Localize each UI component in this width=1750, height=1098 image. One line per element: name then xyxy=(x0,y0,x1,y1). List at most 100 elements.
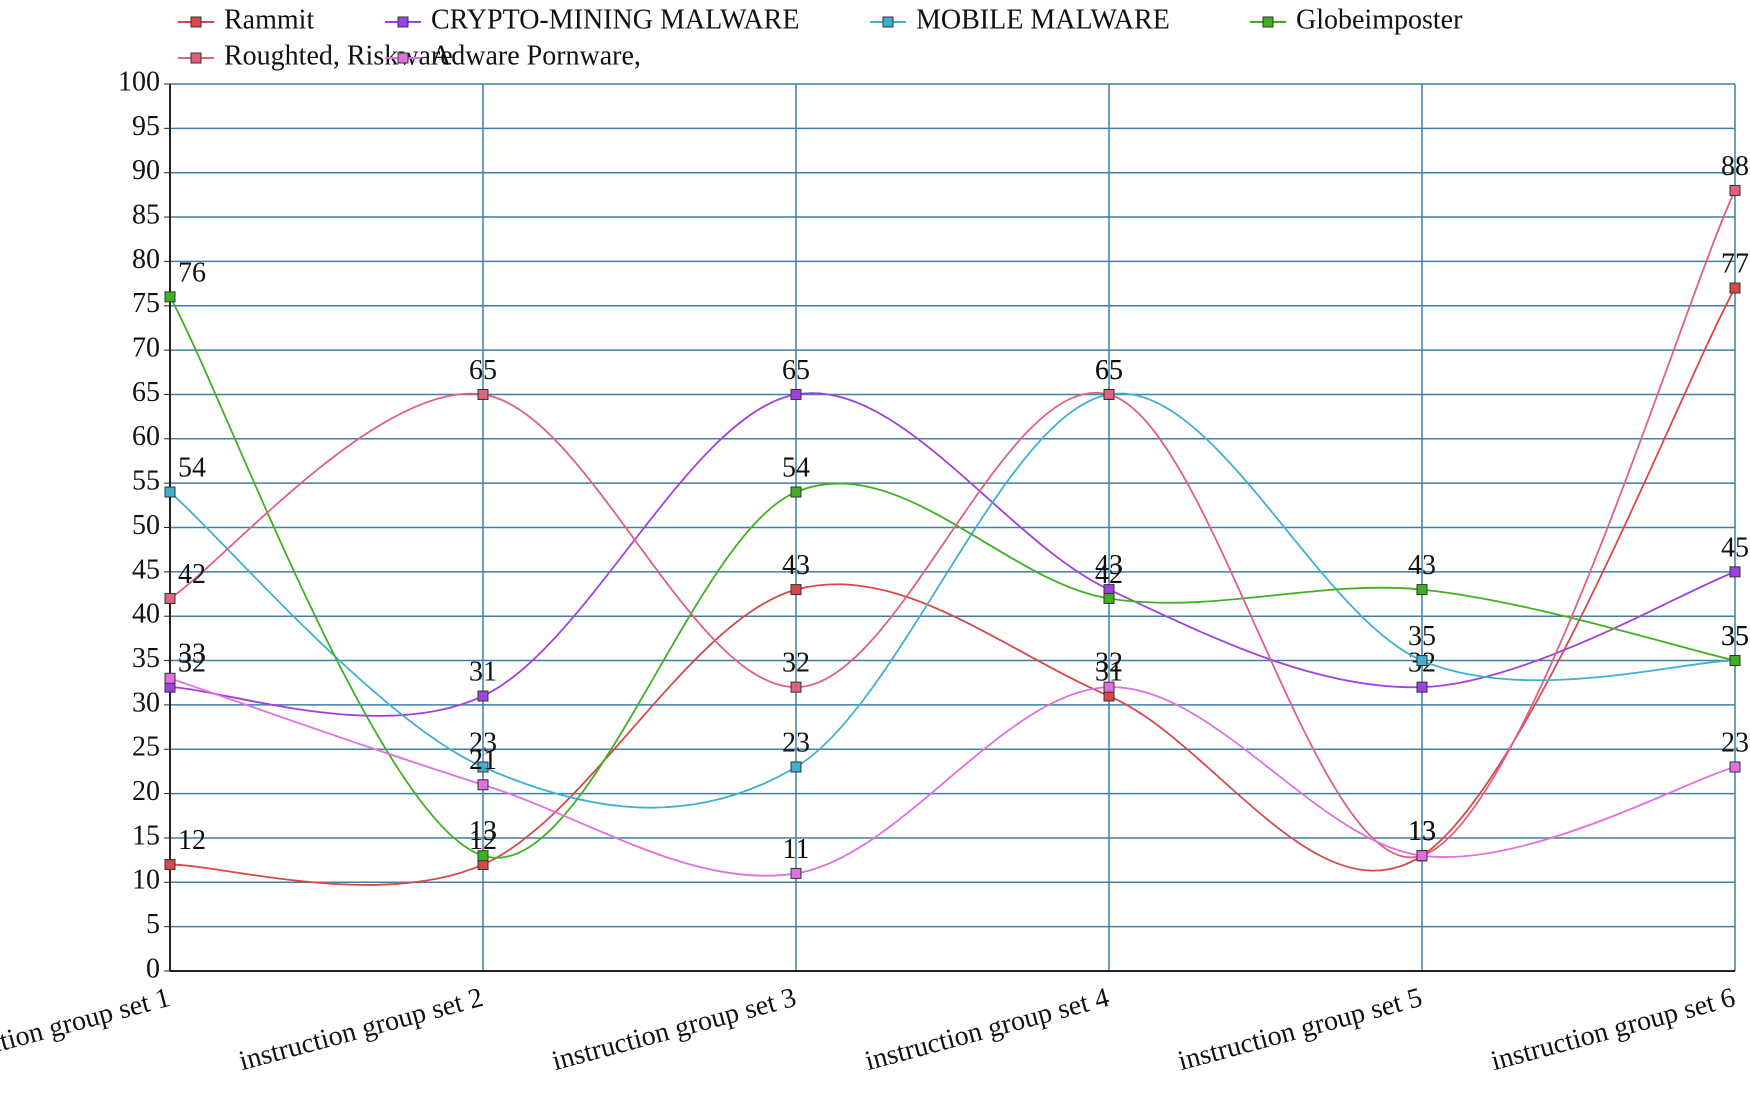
y-tick-label: 40 xyxy=(132,599,160,630)
series-line xyxy=(169,677,1736,877)
data-label: 88 xyxy=(1721,151,1749,182)
legend-marker xyxy=(397,16,409,28)
data-point xyxy=(790,681,802,693)
data-point xyxy=(1416,681,1428,693)
y-tick-label: 90 xyxy=(132,155,160,186)
data-label: 42 xyxy=(1095,559,1123,590)
data-point xyxy=(1103,388,1115,400)
data-point xyxy=(164,859,176,871)
y-tick-label: 10 xyxy=(132,865,160,896)
data-point xyxy=(477,388,489,400)
x-tick-label: instruction group set 4 xyxy=(862,982,1113,1077)
y-tick-label: 20 xyxy=(132,776,160,807)
x-tick-label: instruction group set 1 xyxy=(0,982,173,1077)
legend-marker xyxy=(190,16,202,28)
data-point xyxy=(164,486,176,498)
data-label: 35 xyxy=(1408,621,1436,652)
data-label: 65 xyxy=(469,355,497,386)
series-line xyxy=(169,296,1736,859)
data-label: 23 xyxy=(1721,727,1749,758)
y-tick-label: 30 xyxy=(132,687,160,718)
data-point xyxy=(1416,850,1428,862)
legend-label: Adware Pornware, xyxy=(431,40,641,71)
data-label: 76 xyxy=(178,257,206,288)
series-line xyxy=(169,392,1736,717)
y-tick-label: 45 xyxy=(132,554,160,585)
y-tick-label: 70 xyxy=(132,333,160,364)
data-label: 77 xyxy=(1721,248,1749,279)
series-line xyxy=(169,392,1736,809)
data-label: 21 xyxy=(469,745,497,776)
data-label: 13 xyxy=(1408,816,1436,847)
data-label: 35 xyxy=(1721,621,1749,652)
data-point xyxy=(164,291,176,303)
data-point xyxy=(164,592,176,604)
data-point xyxy=(790,388,802,400)
legend-label: MOBILE MALWARE xyxy=(916,4,1170,35)
data-label: 33 xyxy=(178,639,206,670)
y-tick-label: 5 xyxy=(146,909,160,940)
y-tick-label: 60 xyxy=(132,421,160,452)
data-label: 31 xyxy=(469,656,497,687)
data-point xyxy=(164,672,176,684)
data-point xyxy=(790,486,802,498)
legend-label: Globeimposter xyxy=(1296,4,1463,35)
data-point xyxy=(1729,655,1741,667)
legend-label: CRYPTO-MINING MALWARE xyxy=(431,4,799,35)
data-point xyxy=(1103,592,1115,604)
data-point xyxy=(790,761,802,773)
legend-marker xyxy=(882,16,894,28)
y-tick-label: 85 xyxy=(132,199,160,230)
data-label: 54 xyxy=(178,452,206,483)
legend-label: Roughted, Riskware xyxy=(224,40,453,71)
data-label: 23 xyxy=(782,727,810,758)
data-label: 11 xyxy=(783,834,810,865)
y-tick-label: 50 xyxy=(132,510,160,541)
data-label: 65 xyxy=(1095,355,1123,386)
data-label: 43 xyxy=(1095,550,1123,581)
y-tick-label: 0 xyxy=(146,953,160,984)
y-tick-label: 25 xyxy=(132,732,160,763)
data-point xyxy=(1103,681,1115,693)
data-label: 54 xyxy=(782,452,810,483)
x-tick-label: instruction group set 6 xyxy=(1488,982,1739,1077)
data-point xyxy=(1729,566,1741,578)
data-point xyxy=(1729,761,1741,773)
y-tick-label: 65 xyxy=(132,377,160,408)
data-label: 13 xyxy=(1408,816,1436,847)
data-label: 43 xyxy=(1408,550,1436,581)
data-label: 45 xyxy=(1721,532,1749,563)
data-point xyxy=(477,690,489,702)
legend-marker xyxy=(1262,16,1274,28)
data-label: 43 xyxy=(782,550,810,581)
data-point xyxy=(790,584,802,596)
series-line xyxy=(169,287,1736,886)
x-tick-label: instruction group set 3 xyxy=(549,982,800,1077)
data-point xyxy=(477,850,489,862)
data-point xyxy=(477,761,489,773)
data-label: 12 xyxy=(178,825,206,856)
y-tick-label: 80 xyxy=(132,244,160,275)
data-point xyxy=(1416,584,1428,596)
y-tick-label: 95 xyxy=(132,111,160,142)
y-tick-label: 100 xyxy=(118,66,160,97)
legend-marker xyxy=(397,52,409,64)
data-label: 32 xyxy=(1095,648,1123,679)
data-label: 13 xyxy=(469,816,497,847)
data-label: 65 xyxy=(1095,355,1123,386)
data-label: 13 xyxy=(1408,816,1436,847)
y-tick-label: 75 xyxy=(132,288,160,319)
legend-label: Rammit xyxy=(224,4,314,35)
data-point xyxy=(1416,655,1428,667)
data-point xyxy=(1729,282,1741,294)
y-tick-label: 55 xyxy=(132,466,160,497)
data-label: 23 xyxy=(469,727,497,758)
data-point xyxy=(477,779,489,791)
data-point xyxy=(790,867,802,879)
y-tick-label: 15 xyxy=(132,820,160,851)
data-label: 32 xyxy=(178,648,206,679)
data-label: 35 xyxy=(1721,621,1749,652)
data-label: 42 xyxy=(178,559,206,590)
legend-marker xyxy=(190,52,202,64)
